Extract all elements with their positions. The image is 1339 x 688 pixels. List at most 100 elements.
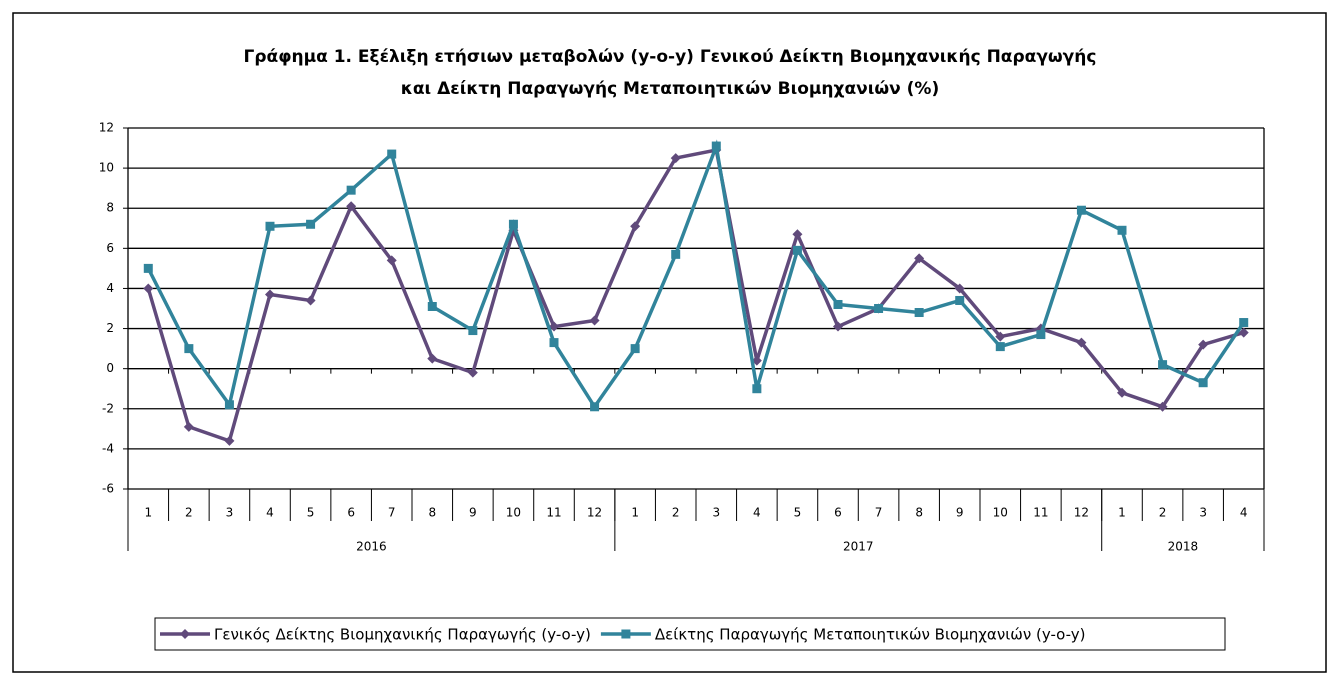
x-tick-label: 2 <box>1159 506 1167 520</box>
point <box>792 245 802 255</box>
x-tick-label: 2 <box>672 506 680 520</box>
x-tick-label: 1 <box>1118 506 1126 520</box>
point <box>143 263 153 273</box>
x-tick-label: 12 <box>587 506 602 520</box>
x-tick-label: 6 <box>834 506 842 520</box>
x-tick-label: 7 <box>388 506 396 520</box>
series-line <box>146 148 1245 444</box>
point <box>874 304 884 313</box>
y-tick-label: 12 <box>99 121 114 135</box>
point <box>670 153 681 164</box>
chart-title: Γράφημα 1. Εξέλιξη ετήσιων μεταβολών (y-… <box>244 47 1097 67</box>
point <box>386 255 397 266</box>
chart-title: και Δείκτη Παραγωγής Μεταποιητικών Βιομη… <box>401 79 939 99</box>
chart-frame <box>12 12 1327 673</box>
y-tick-label: 10 <box>99 161 114 175</box>
x-tick-label: 8 <box>428 506 436 520</box>
point <box>914 253 925 264</box>
point <box>306 219 316 229</box>
x-tick-label: 1 <box>631 506 639 520</box>
group-label: 2016 <box>356 540 387 554</box>
x-tick-label: 9 <box>956 506 964 520</box>
legend-label: Δείκτης Παραγωγής Μεταποιητικών Βιομηχαν… <box>655 626 1086 644</box>
x-tick-label: 3 <box>712 506 720 520</box>
point <box>467 367 478 378</box>
point <box>508 219 518 229</box>
x-tick-label: 9 <box>469 506 477 520</box>
point <box>549 338 559 348</box>
point <box>833 321 843 332</box>
point <box>671 249 681 259</box>
point <box>1117 387 1127 398</box>
y-tick-label: 0 <box>106 361 114 375</box>
x-tick-label: 5 <box>307 506 315 520</box>
point <box>224 400 234 410</box>
point <box>752 384 762 394</box>
y-tick-label: -2 <box>102 401 114 415</box>
legend-label: Γενικός Δείκτης Βιομηχανικής Παραγωγής (… <box>214 626 591 644</box>
point <box>143 283 154 294</box>
point <box>995 331 1006 342</box>
x-tick-label: 4 <box>753 506 761 520</box>
x-tick-label: 6 <box>347 506 355 520</box>
point <box>427 353 438 364</box>
y-tick-label: -6 <box>102 482 114 496</box>
point <box>1117 225 1127 235</box>
x-tick-label: 4 <box>266 506 274 520</box>
point <box>792 229 803 240</box>
x-tick-label: 10 <box>993 506 1008 520</box>
point <box>711 141 721 151</box>
point <box>184 344 194 354</box>
point <box>346 201 357 212</box>
x-tick-label: 11 <box>546 506 561 520</box>
x-tick-label: 1 <box>144 506 152 520</box>
point <box>1198 339 1209 350</box>
point <box>224 435 235 446</box>
y-tick-label: -4 <box>102 441 114 455</box>
point <box>1198 378 1208 388</box>
point <box>346 185 356 195</box>
point <box>914 308 924 318</box>
point <box>180 629 190 639</box>
point <box>1036 330 1046 340</box>
series-line <box>146 139 1246 410</box>
point <box>468 326 478 336</box>
point <box>305 295 316 306</box>
x-tick-label: 12 <box>1074 506 1089 520</box>
y-tick-label: 8 <box>106 201 114 215</box>
y-tick-label: 6 <box>106 241 114 255</box>
point <box>1158 360 1168 370</box>
x-tick-label: 8 <box>915 506 923 520</box>
group-label: 2017 <box>843 540 874 554</box>
y-tick-label: 4 <box>106 281 114 295</box>
point <box>427 301 437 311</box>
point <box>1076 337 1087 348</box>
point <box>265 289 275 300</box>
x-tick-label: 4 <box>1240 506 1248 520</box>
point <box>549 321 559 332</box>
group-label: 2018 <box>1168 540 1199 554</box>
y-tick-label: 2 <box>106 321 114 335</box>
point <box>1238 327 1249 338</box>
x-tick-label: 3 <box>1199 506 1207 520</box>
point <box>589 315 600 326</box>
point <box>833 299 843 309</box>
point <box>630 344 640 354</box>
x-tick-label: 2 <box>185 506 193 520</box>
x-tick-label: 3 <box>226 506 234 520</box>
point <box>621 629 631 639</box>
point <box>630 221 641 232</box>
point <box>183 421 194 432</box>
point <box>1076 205 1086 215</box>
x-tick-label: 5 <box>794 506 802 520</box>
x-tick-label: 10 <box>506 506 521 520</box>
point <box>954 283 965 294</box>
point <box>1239 318 1249 328</box>
point <box>590 402 600 412</box>
point <box>955 295 965 305</box>
point <box>387 149 397 159</box>
x-tick-label: 7 <box>875 506 883 520</box>
point <box>751 355 762 366</box>
point <box>265 221 275 231</box>
